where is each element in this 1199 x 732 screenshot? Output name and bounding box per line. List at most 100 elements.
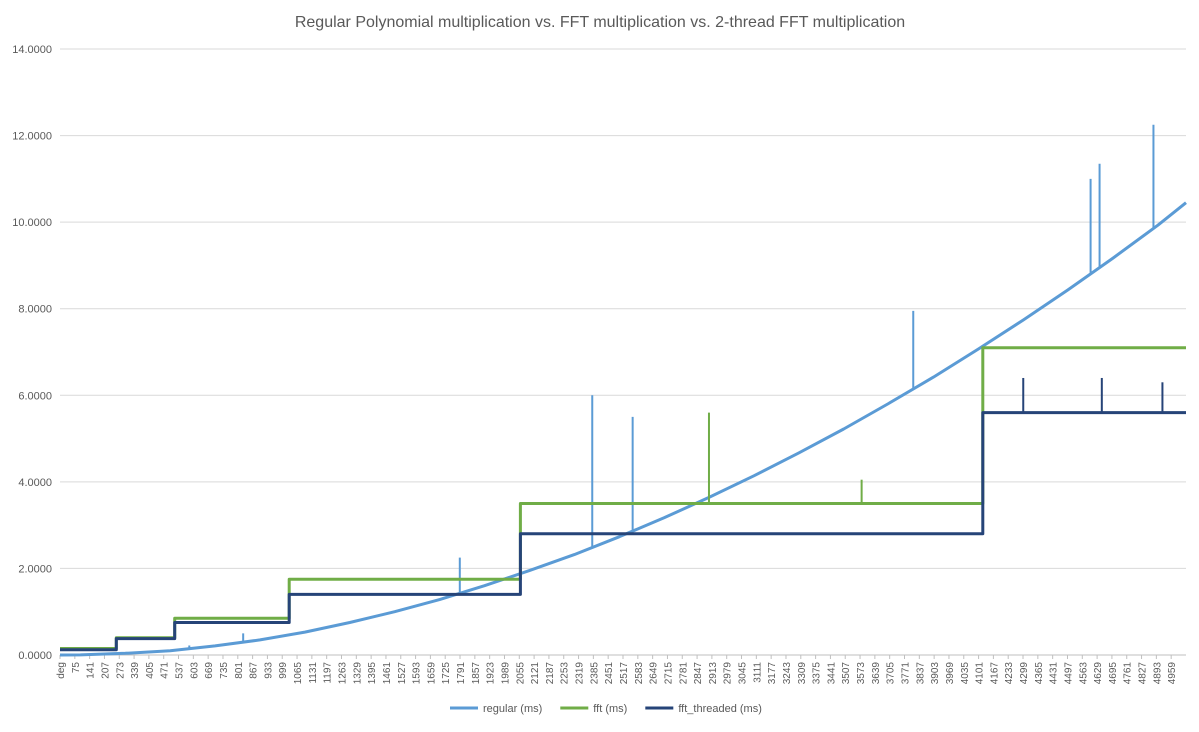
x-tick-label: 3045 bbox=[738, 662, 749, 685]
x-tick-label: 2451 bbox=[604, 662, 615, 685]
x-tick-label: 4035 bbox=[960, 662, 971, 685]
x-tick-label: 405 bbox=[145, 662, 156, 679]
legend-item: fft (ms) bbox=[560, 703, 627, 715]
x-tick-label: 2649 bbox=[649, 662, 660, 685]
x-tick-label: 2979 bbox=[723, 662, 734, 685]
x-tick-label: deg bbox=[56, 662, 67, 679]
x-tick-label: 2187 bbox=[545, 662, 556, 685]
x-tick-label: 4167 bbox=[989, 662, 1000, 685]
x-tick-label: 3309 bbox=[797, 662, 808, 685]
x-tick-label: 1725 bbox=[441, 662, 452, 685]
series-line bbox=[60, 411, 1186, 652]
y-tick-label: 4.0000 bbox=[18, 477, 52, 489]
x-tick-label: 2781 bbox=[678, 662, 689, 685]
x-tick-label: 1791 bbox=[456, 662, 467, 685]
x-tick-label: 4827 bbox=[1138, 662, 1149, 685]
x-tick-label: 4629 bbox=[1093, 662, 1104, 685]
chart-title: Regular Polynomial multiplication vs. FF… bbox=[295, 14, 905, 31]
x-tick-label: 735 bbox=[219, 662, 230, 679]
x-tick-label: 2385 bbox=[589, 662, 600, 685]
series-3 bbox=[60, 377, 1186, 652]
y-tick-label: 6.0000 bbox=[18, 390, 52, 402]
series-2 bbox=[60, 346, 1186, 650]
x-tick-label: 471 bbox=[160, 662, 171, 679]
x-tick-label: 1923 bbox=[486, 662, 497, 685]
legend-item: regular (ms) bbox=[450, 703, 542, 715]
x-tick-label: 2583 bbox=[634, 662, 645, 685]
x-tick-label: 3243 bbox=[782, 662, 793, 685]
x-tick-label: 669 bbox=[204, 662, 215, 679]
y-tick-label: 14.0000 bbox=[12, 44, 52, 56]
series-line bbox=[60, 346, 1186, 650]
legend-label: fft (ms) bbox=[593, 703, 627, 715]
x-tick-label: 2253 bbox=[560, 662, 571, 685]
x-tick-label: 3375 bbox=[812, 662, 823, 685]
y-tick-label: 8.0000 bbox=[18, 304, 52, 316]
x-tick-label: 1659 bbox=[426, 662, 437, 685]
x-tick-label: 1197 bbox=[323, 662, 334, 684]
x-tick-label: 3705 bbox=[886, 662, 897, 685]
x-tick-label: 4497 bbox=[1063, 662, 1074, 685]
x-tick-label: 2319 bbox=[575, 662, 586, 685]
x-tick-label: 4431 bbox=[1049, 662, 1060, 685]
x-tick-label: 3111 bbox=[752, 662, 763, 683]
x-tick-label: 4299 bbox=[1019, 662, 1030, 685]
x-tick-label: 3177 bbox=[767, 662, 778, 685]
x-tick-label: 141 bbox=[86, 662, 97, 679]
x-tick-label: 2121 bbox=[530, 662, 541, 685]
x-tick-label: 867 bbox=[249, 662, 260, 679]
x-tick-label: 75 bbox=[71, 662, 82, 674]
x-tick-label: 3771 bbox=[901, 662, 912, 685]
x-tick-label: 4101 bbox=[975, 662, 986, 685]
y-tick-label: 12.0000 bbox=[12, 131, 52, 143]
x-tick-label: 933 bbox=[263, 662, 274, 679]
x-tick-label: 2913 bbox=[708, 662, 719, 685]
x-tick-label: 801 bbox=[234, 662, 245, 679]
x-tick-label: 1989 bbox=[500, 662, 511, 685]
series-layer bbox=[59, 124, 1187, 657]
x-tick-label: 4761 bbox=[1123, 662, 1134, 685]
series-1 bbox=[59, 124, 1187, 657]
x-tick-label: 3903 bbox=[930, 662, 941, 685]
x-tick-label: 3837 bbox=[915, 662, 926, 685]
x-tick-label: 1857 bbox=[471, 662, 482, 685]
x-tick-label: 3441 bbox=[826, 662, 837, 685]
x-tick-label: 2517 bbox=[619, 662, 630, 685]
x-tick-label: 3969 bbox=[945, 662, 956, 685]
x-tick-label: 339 bbox=[130, 662, 141, 679]
legend-item: fft_threaded (ms) bbox=[645, 703, 762, 715]
x-tick-label: 999 bbox=[278, 662, 289, 679]
y-axis: 0.0000 2.0000 4.0000 6.0000 8.0000 10.0000 12.… bbox=[12, 44, 52, 662]
x-tick-label: 2715 bbox=[663, 662, 674, 685]
x-axis: deg 75 141 207 273 339 405 471 537 603 669 735 801 86… bbox=[56, 654, 1186, 685]
x-tick-label: 1065 bbox=[293, 662, 304, 685]
x-tick-label: 1329 bbox=[352, 662, 363, 685]
x-tick-label: 1131 bbox=[308, 662, 319, 684]
x-tick-label: 1527 bbox=[397, 662, 408, 685]
y-tick-label: 2.0000 bbox=[18, 563, 52, 575]
x-tick-label: 3639 bbox=[871, 662, 882, 685]
x-tick-label: 4233 bbox=[1004, 662, 1015, 685]
x-tick-label: 1395 bbox=[367, 662, 378, 685]
x-tick-label: 603 bbox=[189, 662, 200, 679]
gridlines bbox=[60, 48, 1186, 656]
x-tick-label: 4695 bbox=[1108, 662, 1119, 685]
x-tick-label: 1593 bbox=[412, 662, 423, 685]
x-tick-label: 1263 bbox=[338, 662, 349, 685]
series-line bbox=[59, 201, 1187, 657]
x-tick-label: 1461 bbox=[382, 662, 393, 685]
y-tick-label: 0.0000 bbox=[18, 650, 52, 662]
legend-label: regular (ms) bbox=[483, 703, 542, 715]
y-tick-label: 10.0000 bbox=[12, 217, 52, 229]
x-tick-label: 4563 bbox=[1078, 662, 1089, 685]
legend-label: fft_threaded (ms) bbox=[678, 703, 762, 715]
x-tick-label: 2847 bbox=[693, 662, 704, 685]
x-tick-label: 207 bbox=[100, 662, 111, 679]
x-tick-label: 4893 bbox=[1152, 662, 1163, 685]
x-tick-label: 4365 bbox=[1034, 662, 1045, 685]
x-tick-label: 3573 bbox=[856, 662, 867, 685]
legend: regular (ms) fft (ms) fft_threaded (ms) bbox=[450, 703, 762, 715]
x-tick-label: 4959 bbox=[1167, 662, 1178, 685]
